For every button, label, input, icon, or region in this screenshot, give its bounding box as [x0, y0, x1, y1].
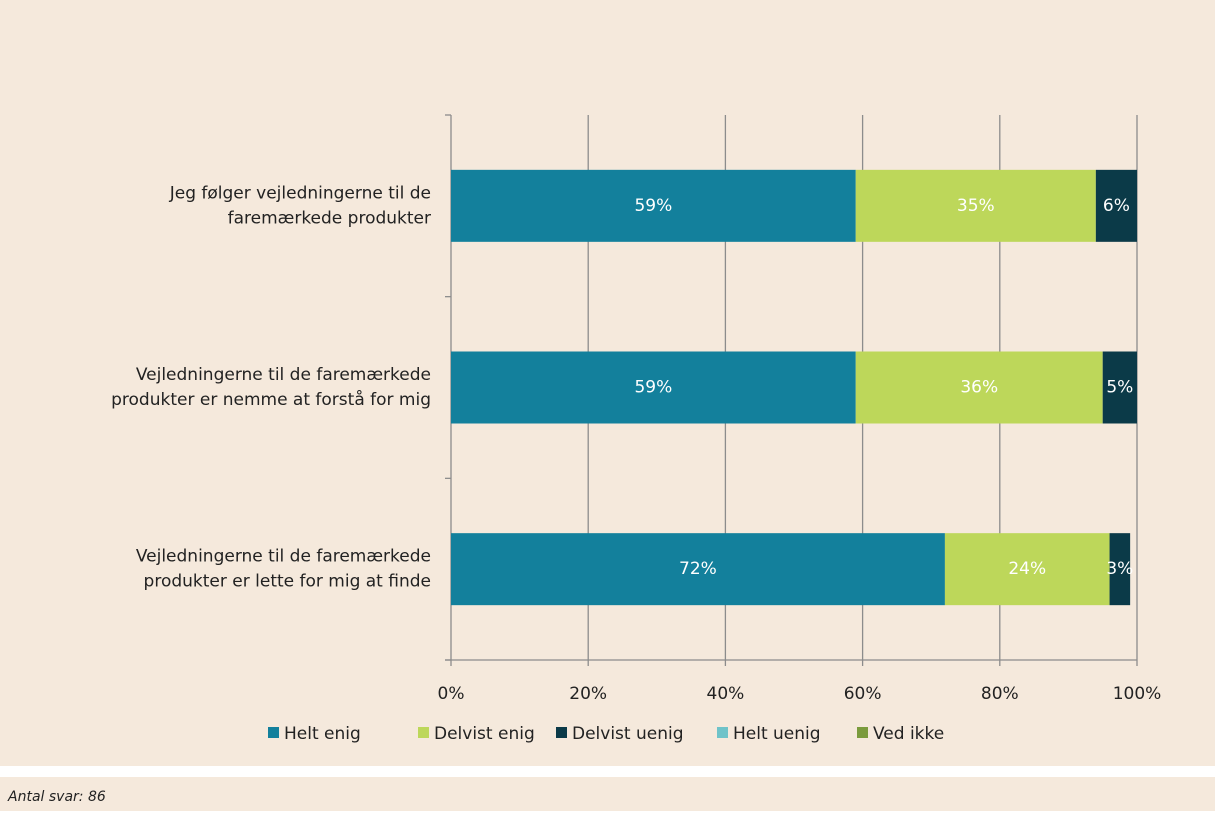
x-tick-label: 100% — [1113, 684, 1162, 704]
y-tick-label: Jeg følger vejledningerne til de — [169, 183, 431, 203]
legend-swatch — [717, 727, 728, 738]
legend-label: Ved ikke — [873, 724, 944, 744]
data-label: 36% — [960, 378, 998, 398]
data-label: 35% — [957, 196, 995, 216]
legend-swatch — [268, 727, 279, 738]
legend-label: Delvist enig — [434, 724, 535, 744]
data-label: 59% — [634, 196, 672, 216]
bar-segment — [855, 169, 1096, 242]
legend-label: Helt enig — [284, 724, 361, 744]
x-tick-label: 40% — [707, 684, 745, 704]
bar-segment — [944, 533, 1110, 606]
legend-label: Delvist uenig — [572, 724, 684, 744]
bar-segment — [451, 351, 856, 424]
y-tick-label: Vejledningerne til de faremærkede — [136, 365, 431, 385]
data-label: 5% — [1106, 378, 1133, 398]
x-tick-label: 80% — [981, 684, 1019, 704]
bar-segment — [451, 533, 945, 606]
bar-segment — [1102, 351, 1137, 424]
bar-segment — [1095, 169, 1137, 242]
data-label: 3% — [1106, 559, 1133, 579]
y-tick-label: Vejledningerne til de faremærkede — [136, 547, 431, 567]
footer: Antal svar: 86 — [7, 789, 106, 805]
legend-swatch — [418, 727, 429, 738]
bar-segment — [855, 351, 1103, 424]
bar-segment — [1109, 533, 1131, 606]
y-tick-label: faremærkede produkter — [228, 208, 431, 228]
bar-segment — [451, 169, 856, 242]
legend-label: Helt uenig — [733, 724, 821, 744]
data-label: 24% — [1008, 559, 1046, 579]
x-tick-label: 0% — [438, 684, 465, 704]
data-label: 72% — [679, 559, 717, 579]
x-tick-label: 60% — [844, 684, 882, 704]
y-tick-label: produkter er nemme at forstå for mig — [111, 389, 431, 410]
legend-swatch — [556, 727, 567, 738]
y-tick-label: produkter er lette for mig at finde — [144, 572, 431, 592]
data-label: 6% — [1103, 196, 1130, 216]
footer-background — [0, 777, 1215, 811]
x-tick-label: 20% — [569, 684, 607, 704]
data-label: 59% — [634, 378, 672, 398]
legend-swatch — [857, 727, 868, 738]
